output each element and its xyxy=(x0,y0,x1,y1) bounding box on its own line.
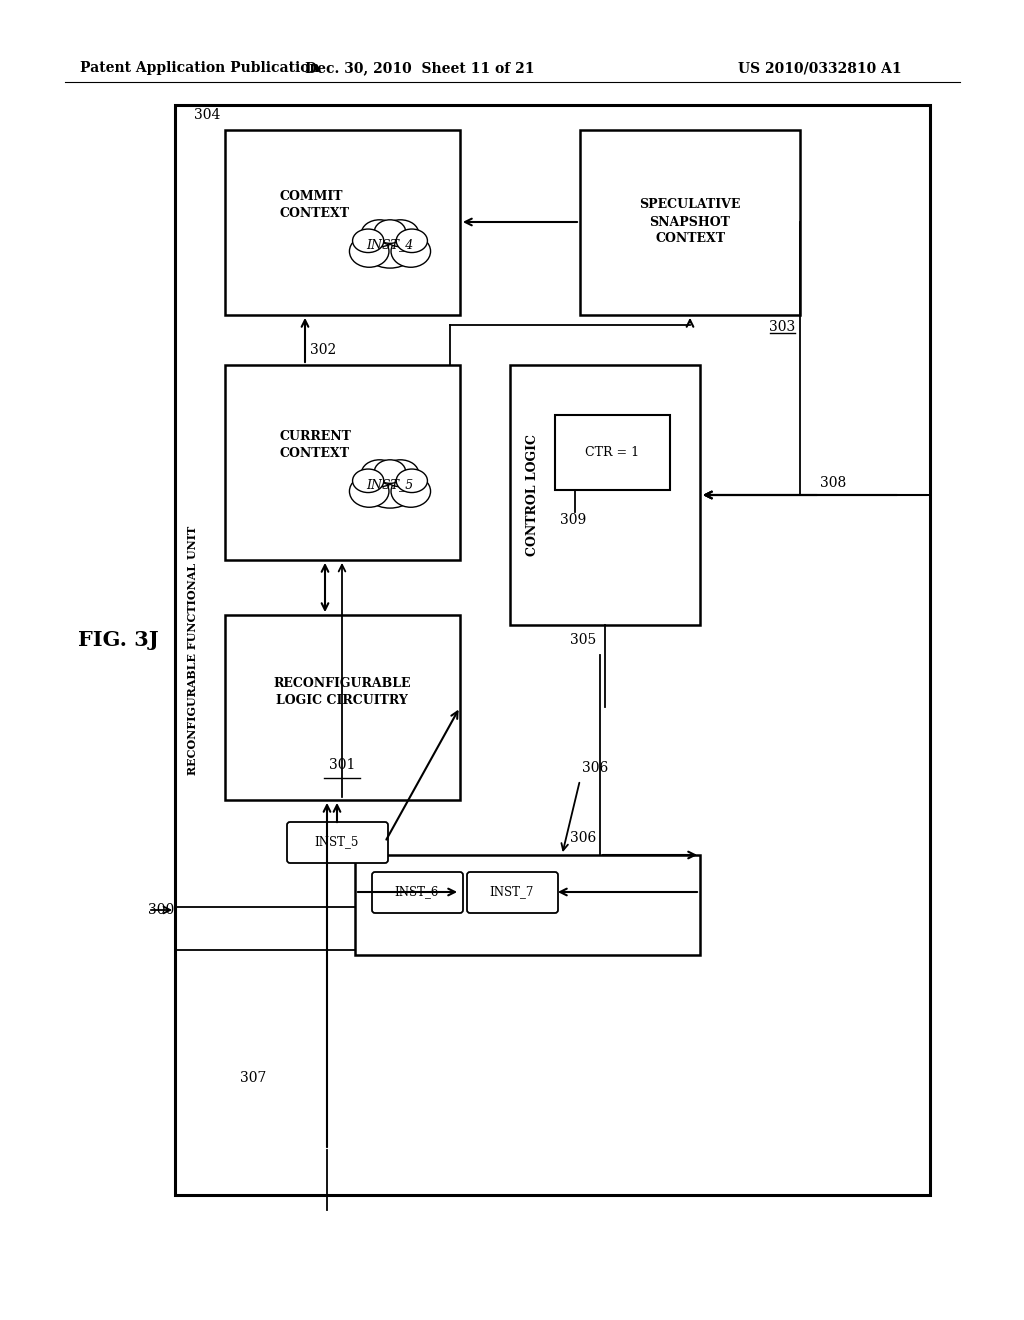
Text: 301: 301 xyxy=(329,758,355,772)
Text: INST_5: INST_5 xyxy=(367,479,414,491)
Text: RECONFIGURABLE
LOGIC CIRCUITRY: RECONFIGURABLE LOGIC CIRCUITRY xyxy=(273,677,411,708)
Text: 305: 305 xyxy=(570,634,596,647)
Text: US 2010/0332810 A1: US 2010/0332810 A1 xyxy=(738,61,902,75)
Bar xyxy=(580,129,800,315)
Ellipse shape xyxy=(396,230,427,252)
Ellipse shape xyxy=(352,230,384,252)
Bar xyxy=(225,366,460,560)
FancyBboxPatch shape xyxy=(372,873,463,913)
Ellipse shape xyxy=(361,459,397,487)
Text: 309: 309 xyxy=(560,513,587,527)
Text: 302: 302 xyxy=(310,343,336,356)
Text: CURRENT
CONTEXT: CURRENT CONTEXT xyxy=(280,430,352,459)
Ellipse shape xyxy=(352,469,384,492)
Ellipse shape xyxy=(361,220,397,247)
Bar xyxy=(225,129,460,315)
Text: CTR = 1: CTR = 1 xyxy=(585,446,639,458)
Text: COMMIT
CONTEXT: COMMIT CONTEXT xyxy=(280,190,350,220)
Text: RECONFIGURABLE FUNCTIONAL UNIT: RECONFIGURABLE FUNCTIONAL UNIT xyxy=(187,525,199,775)
Text: INST_7: INST_7 xyxy=(489,886,535,899)
Bar xyxy=(225,615,460,800)
FancyBboxPatch shape xyxy=(467,873,558,913)
Text: 304: 304 xyxy=(194,108,220,121)
Text: 303: 303 xyxy=(769,319,795,334)
Text: Patent Application Publication: Patent Application Publication xyxy=(80,61,319,75)
Text: 306: 306 xyxy=(582,762,608,775)
Ellipse shape xyxy=(396,469,427,492)
Text: 306: 306 xyxy=(570,832,596,845)
Ellipse shape xyxy=(391,475,430,507)
FancyBboxPatch shape xyxy=(287,822,388,863)
Bar xyxy=(555,414,670,490)
Ellipse shape xyxy=(349,235,389,267)
Ellipse shape xyxy=(361,462,419,508)
Text: 308: 308 xyxy=(820,477,846,490)
Ellipse shape xyxy=(375,459,406,483)
Text: CONTROL LOGIC: CONTROL LOGIC xyxy=(525,434,539,556)
Text: INST_4: INST_4 xyxy=(367,239,414,252)
Ellipse shape xyxy=(361,222,419,268)
Text: FIG. 3J: FIG. 3J xyxy=(78,630,159,649)
Text: INST_5: INST_5 xyxy=(314,836,359,849)
Text: Dec. 30, 2010  Sheet 11 of 21: Dec. 30, 2010 Sheet 11 of 21 xyxy=(305,61,535,75)
Ellipse shape xyxy=(375,220,406,243)
Text: SPECULATIVE
SNAPSHOT
CONTEXT: SPECULATIVE SNAPSHOT CONTEXT xyxy=(639,198,740,246)
Ellipse shape xyxy=(391,235,430,267)
Ellipse shape xyxy=(382,459,419,487)
Ellipse shape xyxy=(349,475,389,507)
Bar xyxy=(355,855,700,954)
Ellipse shape xyxy=(382,220,419,247)
Bar xyxy=(510,366,700,624)
Text: 307: 307 xyxy=(240,1071,266,1085)
Bar xyxy=(175,106,930,1195)
Text: 300: 300 xyxy=(148,903,174,917)
Text: INST_6: INST_6 xyxy=(395,886,439,899)
